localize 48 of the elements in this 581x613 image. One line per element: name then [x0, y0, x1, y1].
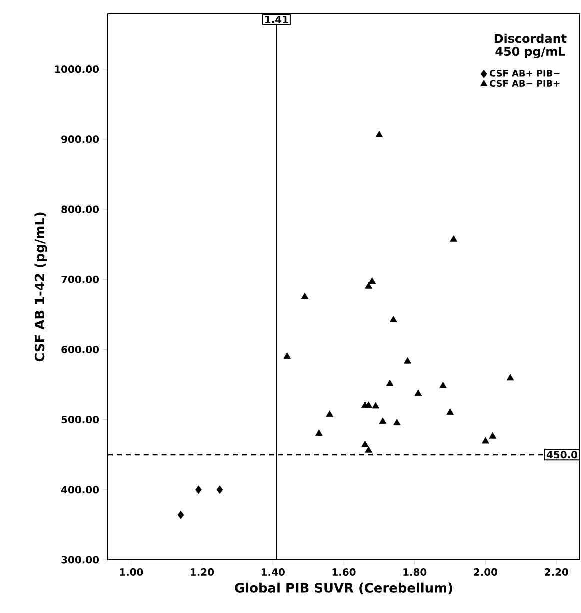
y-tick-label: 300.00 [62, 556, 99, 564]
point [386, 380, 394, 386]
x-tick-label: 1.80 [404, 568, 427, 576]
ref-line-label: 1.41 [265, 16, 288, 24]
point [393, 419, 401, 426]
y-tick-label: 500.00 [62, 416, 99, 424]
point [506, 374, 514, 381]
x-tick-label: 1.00 [120, 568, 144, 576]
x-tick-label: 1.60 [332, 568, 356, 576]
y-tick-label: 900.00 [61, 136, 99, 144]
point [414, 390, 422, 396]
point [365, 282, 372, 289]
point [404, 357, 412, 364]
point [195, 486, 202, 494]
legend-title: Discordant 450 pg/mL [494, 34, 567, 59]
point [326, 410, 334, 418]
y-axis-title: CSF AB 1-42 (pg/mL) [34, 212, 48, 362]
point [365, 402, 372, 408]
y-tick-label: 1000.00 [55, 66, 99, 74]
legend-label: CSF AB+ PIB− [490, 70, 560, 77]
point [450, 236, 458, 242]
y-tick-label: 700.00 [62, 276, 99, 284]
y-tick-label: 800.00 [62, 206, 99, 214]
point [368, 278, 376, 284]
ref-line-label: 450.0 [546, 451, 578, 459]
point [216, 486, 224, 494]
point [390, 316, 398, 322]
y-tick-label: 400.00 [61, 486, 99, 494]
x-tick-label: 2.20 [544, 568, 568, 576]
point [284, 352, 291, 359]
point [439, 382, 447, 388]
point [361, 440, 369, 448]
point [489, 432, 496, 439]
legend-label: CSF AB− PIB+ [490, 80, 560, 87]
point [376, 131, 383, 138]
x-axis-title: Global PIB SUVR (Cerebellum) [235, 582, 452, 594]
point [178, 510, 184, 520]
point [315, 430, 323, 436]
point [301, 292, 309, 300]
y-tick-label: 600.00 [62, 346, 99, 354]
x-tick-label: 2.00 [474, 568, 498, 576]
x-tick-label: 1.40 [262, 568, 285, 576]
x-tick-label: 1.20 [190, 568, 214, 576]
point [482, 437, 490, 444]
point [379, 418, 386, 424]
point [365, 446, 372, 453]
point [372, 402, 380, 409]
point [446, 408, 454, 415]
